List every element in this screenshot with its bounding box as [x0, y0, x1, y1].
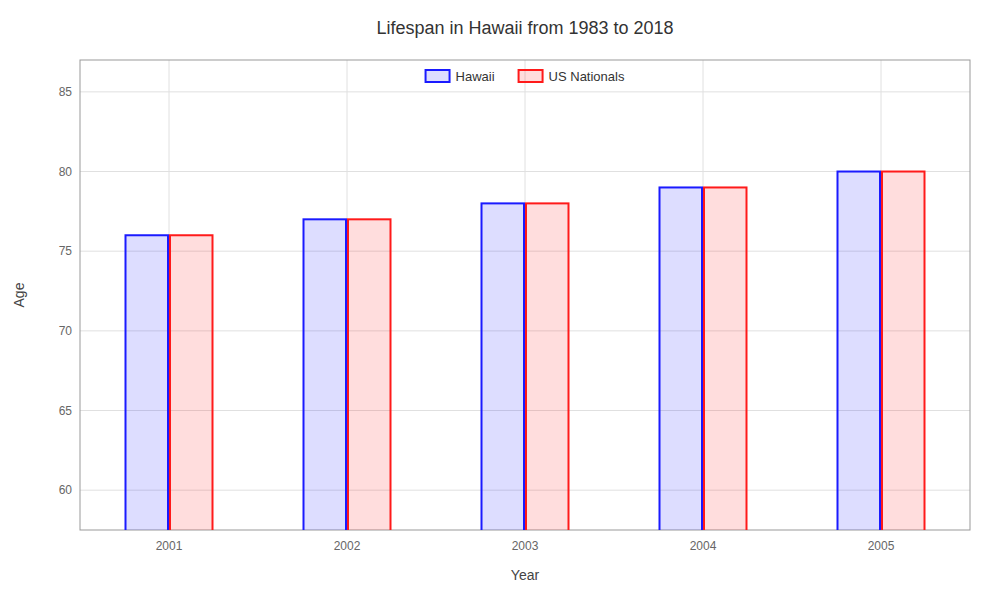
- chart: 60 65 70 75 80 85 2001 2002 2003 2004 2005 Lifespan…: [0, 0, 1000, 600]
- bar: [838, 172, 881, 530]
- x-tick-label: 2003: [512, 539, 539, 553]
- y-axis-label: Age: [11, 282, 27, 307]
- bars: [126, 172, 925, 530]
- y-tick-label: 80: [59, 165, 73, 179]
- chart-container: 60 65 70 75 80 85 2001 2002 2003 2004 2005 Lifespan…: [0, 0, 1000, 600]
- bar: [482, 203, 525, 530]
- legend: Hawaii US Nationals: [426, 69, 625, 84]
- bar: [170, 235, 213, 530]
- x-tick-label: 2004: [690, 539, 717, 553]
- chart-title: Lifespan in Hawaii from 1983 to 2018: [376, 18, 673, 38]
- legend-item: US Nationals: [519, 69, 625, 84]
- bar: [882, 172, 925, 530]
- bar: [526, 203, 569, 530]
- bar: [304, 219, 347, 530]
- bar: [660, 187, 703, 530]
- legend-swatch: [426, 70, 450, 82]
- legend-swatch: [519, 70, 543, 82]
- y-tick-label: 85: [59, 85, 73, 99]
- y-tick-label: 75: [59, 244, 73, 258]
- bar: [348, 219, 391, 530]
- legend-label: US Nationals: [549, 69, 625, 84]
- x-tick-label: 2005: [868, 539, 895, 553]
- x-axis-label: Year: [511, 567, 540, 583]
- legend-label: Hawaii: [456, 69, 495, 84]
- legend-item: Hawaii: [426, 69, 495, 84]
- bar: [126, 235, 169, 530]
- x-tick-label: 2001: [156, 539, 183, 553]
- x-tick-label: 2002: [334, 539, 361, 553]
- y-tick-label: 65: [59, 404, 73, 418]
- y-tick-label: 70: [59, 324, 73, 338]
- bar: [704, 187, 747, 530]
- y-tick-label: 60: [59, 483, 73, 497]
